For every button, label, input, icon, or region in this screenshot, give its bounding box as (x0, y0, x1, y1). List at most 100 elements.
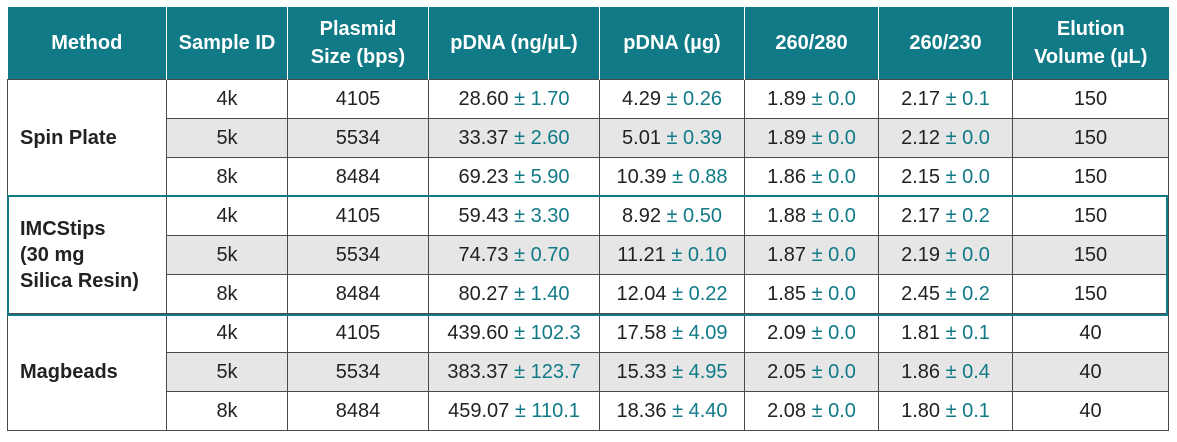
pdna-conc-cell-sd: ± 5.90 (514, 165, 570, 188)
pdna-mass-cell: 17.58 ± 4.09 (599, 313, 745, 353)
ratio-260-230-cell: 2.45 ± 0.2 (878, 274, 1013, 314)
pdna-mass-cell-value: 10.39 (616, 165, 667, 188)
pdna-conc-cell-value: 33.37 (458, 126, 509, 149)
pdna-mass-cell: 12.04 ± 0.22 (599, 274, 745, 314)
sample-id-cell: 8k (166, 157, 288, 197)
ratio-260-230-cell-sd: ± 0.1 (945, 399, 990, 422)
sample-id-cell: 5k (166, 235, 288, 275)
pdna-mass-cell: 18.36 ± 4.40 (599, 391, 745, 431)
pdna-conc-cell: 383.37 ± 123.7 (428, 352, 600, 392)
ratio-260-280-cell: 1.85 ± 0.0 (744, 274, 879, 314)
ratio-260-280-cell: 1.86 ± 0.0 (744, 157, 879, 197)
ratio-260-280-cell-value: 1.85 (767, 282, 807, 305)
ratio-260-230-cell: 2.19 ± 0.0 (878, 235, 1013, 275)
elution-volume-cell: 150 (1012, 157, 1169, 197)
plasmid-size-cell: 8484 (287, 391, 429, 431)
pdna-conc-cell-value: 59.43 (458, 204, 509, 227)
pdna-conc-cell: 59.43 ± 3.30 (428, 196, 600, 236)
plasmid-size-cell: 5534 (287, 235, 429, 275)
pdna-conc-cell: 74.73 ± 0.70 (428, 235, 600, 275)
ratio-260-280-cell: 2.09 ± 0.0 (744, 313, 879, 353)
pdna-conc-cell-value: 459.07 (448, 399, 510, 422)
ratio-260-230-cell-value: 2.17 (901, 87, 941, 110)
ratio-260-230-cell-value: 2.19 (901, 243, 941, 266)
ratio-260-230-cell-sd: ± 0.0 (945, 165, 990, 188)
pdna-mass-cell-sd: ± 4.95 (672, 360, 728, 383)
ratio-260-280-cell-value: 1.88 (767, 204, 807, 227)
plasmid-size-cell: 8484 (287, 157, 429, 197)
pdna-mass-cell: 10.39 ± 0.88 (599, 157, 745, 197)
pdna-conc-cell-sd: ± 102.3 (514, 321, 581, 344)
table-row: 8k 8484 69.23 ± 5.90 10.39 ± 0.88 1.86 ± 0.0… (8, 157, 1169, 197)
ratio-260-230-cell-sd: ± 0.0 (945, 243, 990, 266)
ratio-260-280-cell-sd: ± 0.0 (811, 282, 856, 305)
elution-volume-cell: 40 (1012, 313, 1169, 353)
ratio-260-230-cell: 2.15 ± 0.0 (878, 157, 1013, 197)
ratio-260-280-cell-sd: ± 0.0 (811, 243, 856, 266)
ratio-260-230-cell: 2.17 ± 0.2 (878, 196, 1013, 236)
pdna-mass-cell-value: 8.92 (622, 204, 661, 227)
sample-id-cell: 5k (166, 118, 288, 158)
pdna-mass-cell-sd: ± 4.40 (672, 399, 728, 422)
ratio-260-230-cell: 2.12 ± 0.0 (878, 118, 1013, 158)
ratio-260-230-cell-sd: ± 0.4 (945, 360, 990, 383)
plasmid-size-cell: 4105 (287, 196, 429, 236)
ratio-260-230-cell-value: 1.86 (901, 360, 941, 383)
table-row: 5k 5534 33.37 ± 2.60 5.01 ± 0.39 1.89 ± 0.0 2… (8, 118, 1169, 158)
table-row: 8k 8484 459.07 ± 110.1 18.36 ± 4.40 2.08 ± 0… (8, 391, 1169, 431)
pdna-conc-cell-value: 383.37 (447, 360, 509, 383)
pdna-conc-cell-sd: ± 3.30 (514, 204, 570, 227)
elution-volume-cell: 150 (1012, 118, 1169, 158)
header-pdna-conc: pDNA (ng/µL) (428, 7, 600, 80)
ratio-260-280-cell: 1.87 ± 0.0 (744, 235, 879, 275)
ratio-260-230-cell: 1.81 ± 0.1 (878, 313, 1013, 353)
ratio-260-230-cell-value: 1.81 (901, 321, 941, 344)
table-row: 5k 5534 383.37 ± 123.7 15.33 ± 4.95 2.05 ± 0… (8, 352, 1169, 392)
header-260-230: 260/230 (878, 7, 1013, 80)
pdna-conc-cell-value: 80.27 (458, 282, 509, 305)
pdna-mass-cell-sd: ± 0.50 (666, 204, 722, 227)
ratio-260-230-cell-value: 1.80 (901, 399, 941, 422)
results-table: Method Sample ID Plasmid Size (bps) pDNA (ng… (7, 7, 1169, 431)
ratio-260-230-cell-sd: ± 0.1 (945, 321, 990, 344)
table-row: Spin Plate 4k 4105 28.60 ± 1.70 4.29 ± 0.26 1… (7, 79, 1169, 197)
pdna-mass-cell-sd: ± 4.09 (672, 321, 728, 344)
ratio-260-280-cell: 1.88 ± 0.0 (744, 196, 879, 236)
table-header: Method Sample ID Plasmid Size (bps) pDNA (ng… (7, 7, 1169, 80)
pdna-conc-cell: 28.60 ± 1.70 (428, 79, 600, 119)
elution-volume-cell: 150 (1012, 79, 1169, 119)
pdna-mass-cell-value: 18.36 (616, 399, 667, 422)
table-row: 8k 8484 80.27 ± 1.40 12.04 ± 0.22 1.85 ± 0.0… (8, 274, 1169, 314)
plasmid-size-cell: 5534 (287, 352, 429, 392)
pdna-conc-cell: 69.23 ± 5.90 (428, 157, 600, 197)
sample-id-cell: 4k (166, 196, 288, 236)
ratio-260-230-cell-value: 2.12 (901, 126, 941, 149)
pdna-mass-cell-value: 4.29 (622, 87, 661, 110)
method-cell: IMCStips (30 mg Silica Resin) (7, 196, 167, 314)
pdna-conc-cell-value: 69.23 (458, 165, 509, 188)
header-elution-volume: Elution Volume (µL) (1012, 7, 1169, 80)
ratio-260-230-cell-sd: ± 0.1 (945, 87, 990, 110)
ratio-260-230-cell: 2.17 ± 0.1 (878, 79, 1013, 119)
ratio-260-230-cell-sd: ± 0.2 (945, 204, 990, 227)
pdna-conc-cell-value: 28.60 (458, 87, 509, 110)
header-260-280: 260/280 (744, 7, 879, 80)
pdna-mass-cell-value: 12.04 (616, 282, 667, 305)
ratio-260-230-cell-sd: ± 0.2 (945, 282, 990, 305)
plasmid-size-cell: 5534 (287, 118, 429, 158)
elution-volume-cell: 40 (1012, 352, 1169, 392)
ratio-260-280-cell-sd: ± 0.0 (811, 204, 856, 227)
sample-id-cell: 4k (166, 79, 288, 119)
method-cell: Spin Plate (7, 79, 167, 197)
header-sample-id: Sample ID (166, 7, 288, 80)
ratio-260-280-cell-sd: ± 0.0 (811, 321, 856, 344)
table-body: Spin Plate 4k 4105 28.60 ± 1.70 4.29 ± 0.26 1… (7, 79, 1169, 431)
ratio-260-280-cell-value: 1.89 (767, 87, 807, 110)
plasmid-size-cell: 4105 (287, 313, 429, 353)
ratio-260-230-cell-value: 2.45 (901, 282, 941, 305)
ratio-260-280-cell-value: 2.09 (767, 321, 807, 344)
ratio-260-280-cell: 1.89 ± 0.0 (744, 79, 879, 119)
sample-id-cell: 8k (166, 274, 288, 314)
sample-id-cell: 4k (166, 313, 288, 353)
pdna-mass-cell-value: 11.21 (617, 243, 666, 266)
